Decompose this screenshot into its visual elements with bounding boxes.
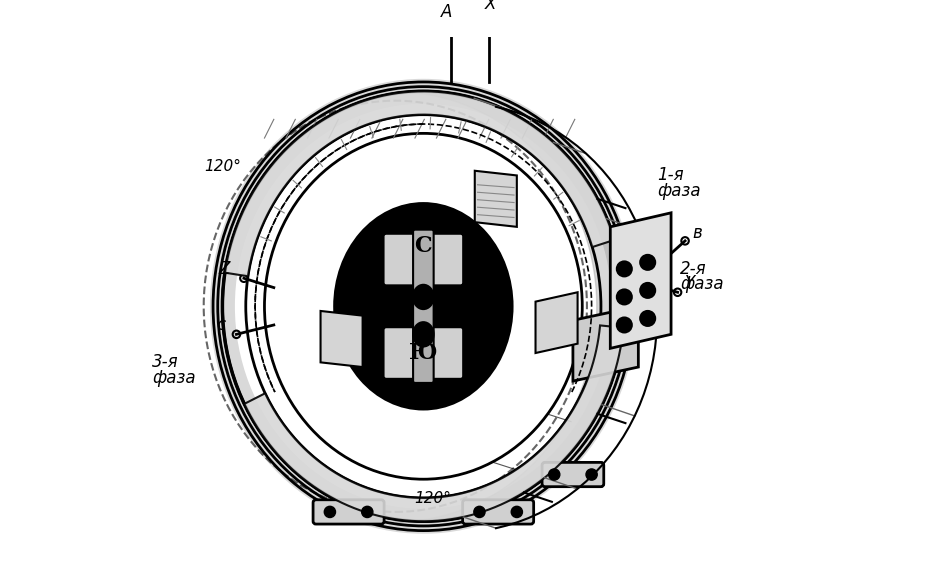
Text: 120°: 120° <box>414 491 451 506</box>
Ellipse shape <box>418 328 429 341</box>
Polygon shape <box>536 293 577 353</box>
Ellipse shape <box>413 322 434 346</box>
Polygon shape <box>610 213 671 348</box>
Circle shape <box>511 506 522 517</box>
Circle shape <box>324 506 336 517</box>
Text: в: в <box>692 224 703 242</box>
FancyBboxPatch shape <box>413 229 434 383</box>
FancyBboxPatch shape <box>463 500 534 524</box>
Text: С: С <box>415 235 432 257</box>
Text: 120°: 120° <box>204 159 240 174</box>
Circle shape <box>586 469 597 480</box>
Circle shape <box>549 469 560 480</box>
Polygon shape <box>573 306 638 381</box>
Text: Ю: Ю <box>409 342 438 364</box>
Circle shape <box>644 258 652 266</box>
Text: X: X <box>485 0 496 13</box>
Text: 1-я: 1-я <box>657 166 684 184</box>
Circle shape <box>640 311 655 326</box>
Circle shape <box>620 321 628 329</box>
Text: фаза: фаза <box>681 275 724 294</box>
FancyBboxPatch shape <box>383 327 464 379</box>
Polygon shape <box>321 311 363 367</box>
Text: Z: Z <box>219 260 230 278</box>
Ellipse shape <box>335 203 512 409</box>
Circle shape <box>644 287 652 294</box>
Text: 3-я: 3-я <box>153 353 179 371</box>
Polygon shape <box>474 171 517 227</box>
Circle shape <box>620 265 628 273</box>
Text: фаза: фаза <box>657 182 701 200</box>
Circle shape <box>362 506 372 517</box>
FancyBboxPatch shape <box>313 500 384 524</box>
Circle shape <box>473 506 485 517</box>
Text: 2-я: 2-я <box>681 260 707 278</box>
Polygon shape <box>224 91 615 276</box>
Ellipse shape <box>418 290 429 303</box>
Circle shape <box>617 318 632 332</box>
Text: Y: Y <box>685 274 695 291</box>
Ellipse shape <box>413 285 434 309</box>
Polygon shape <box>244 325 623 521</box>
Circle shape <box>617 290 632 304</box>
FancyBboxPatch shape <box>542 462 604 487</box>
FancyBboxPatch shape <box>383 233 464 286</box>
Text: с: с <box>216 316 225 333</box>
Text: фаза: фаза <box>153 369 196 387</box>
Circle shape <box>644 315 652 322</box>
Circle shape <box>640 283 655 298</box>
Circle shape <box>617 261 632 277</box>
Circle shape <box>640 255 655 270</box>
Circle shape <box>620 293 628 300</box>
Text: А: А <box>441 2 453 20</box>
